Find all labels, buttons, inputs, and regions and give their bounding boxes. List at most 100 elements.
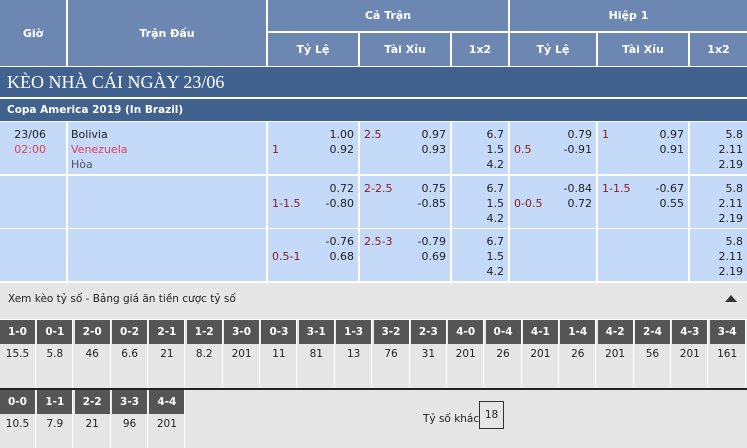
header-h1-ty-le: Tỷ Lệ	[510, 33, 598, 66]
triangle-up-icon[interactable]	[725, 295, 737, 302]
odds-value[interactable]: -0.67	[655, 182, 684, 195]
score-cell[interactable]: 2-1 21	[149, 320, 186, 388]
1x2-odds[interactable]: 5.8	[725, 182, 744, 195]
1x2-odds[interactable]: 2.11	[718, 143, 744, 156]
odds-value[interactable]: -0.76	[325, 235, 354, 248]
away-team[interactable]: Venezuela	[71, 143, 128, 156]
1x2-odds[interactable]: 2.11	[718, 197, 744, 210]
odds-value[interactable]: 0.72	[329, 182, 355, 195]
score-cell[interactable]: 0-2 6.6	[112, 320, 149, 388]
1x2-odds[interactable]: 2.11	[718, 250, 744, 263]
1x2-odds[interactable]: 1.5	[486, 143, 505, 156]
header-tran-dau: Trận Đấu	[68, 0, 268, 66]
score-cell[interactable]: 4-1 201	[522, 320, 559, 388]
score-cell[interactable]: 3-1 81	[298, 320, 335, 388]
header-ty-le: Tỷ Lệ	[268, 33, 360, 66]
other-score-value: 18	[479, 401, 504, 429]
correct-score-toggle[interactable]: Xem kèo tỷ số - Bảng giá ăn tiền cược tỷ…	[0, 283, 747, 319]
score-odds: 10.5	[5, 418, 30, 430]
odds-value[interactable]: 0.91	[659, 143, 685, 156]
score-cell[interactable]: 3-4 161	[709, 320, 746, 388]
draw-score-cell[interactable]: 4-4 201	[149, 390, 186, 448]
score-label: 3-0	[224, 320, 260, 344]
odds-value[interactable]: -0.79	[417, 235, 446, 248]
odds-value[interactable]: 0.75	[421, 182, 447, 195]
score-cell[interactable]: 4-2 201	[597, 320, 634, 388]
league-name[interactable]: Copa America 2019 (In Brazil)	[0, 99, 747, 121]
score-odds: 201	[605, 348, 626, 360]
1x2-odds[interactable]: 1.5	[486, 197, 505, 210]
odds-value[interactable]: 0.72	[567, 197, 593, 210]
score-odds: 11	[272, 348, 286, 360]
odds-value[interactable]: -0.85	[417, 197, 446, 210]
score-cell[interactable]: 1-3 13	[336, 320, 373, 388]
1x2-odds[interactable]: 4.2	[486, 158, 505, 171]
score-odds: 46	[85, 348, 99, 360]
odds-value[interactable]: 0.69	[421, 250, 447, 263]
1x2-odds[interactable]: 4.2	[486, 265, 505, 278]
score-odds: 31	[421, 348, 436, 360]
odds-value[interactable]: -0.91	[563, 143, 592, 156]
score-cell[interactable]: 4-3 201	[672, 320, 709, 388]
score-cell[interactable]: 0-1 5.8	[37, 320, 74, 388]
score-odds: 15.5	[5, 348, 30, 360]
score-cell[interactable]: 2-3 31	[410, 320, 447, 388]
draw-score-cell[interactable]: 0-0 10.5	[0, 390, 36, 448]
odds-row: 0.5-1 -0.76 0.68 2.5-3 -0.79 0.69 6.7 1.5 4.2 5.8…	[0, 229, 747, 281]
odds-value[interactable]: -0.84	[563, 182, 592, 195]
score-cell[interactable]: 3-2 76	[373, 320, 410, 388]
score-cell[interactable]: 4-0 201	[448, 320, 485, 388]
score-cell[interactable]: 2-0 46	[74, 320, 111, 388]
odds-value[interactable]: 0.79	[567, 128, 593, 141]
1x2-odds[interactable]: 2.19	[718, 265, 744, 278]
home-team[interactable]: Bolivia	[71, 128, 108, 141]
draw-score-cell[interactable]: 1-1 7.9	[37, 390, 74, 448]
1x2-odds[interactable]: 2.19	[718, 158, 744, 171]
score-cell[interactable]: 3-0 201	[224, 320, 261, 388]
score-label: 1-4	[560, 320, 596, 344]
score-label: 4-1	[522, 320, 558, 344]
odds-value[interactable]: -0.80	[325, 197, 354, 210]
score-label: 2-4	[634, 320, 670, 344]
1x2-odds[interactable]: 5.8	[725, 235, 744, 248]
score-odds: 21	[85, 418, 99, 430]
score-odds: 21	[160, 348, 174, 360]
score-label: 1-1	[37, 390, 73, 414]
score-cell[interactable]: 1-4 26	[560, 320, 597, 388]
odds-value[interactable]: 0.93	[421, 143, 447, 156]
odds-value[interactable]: 0.97	[421, 128, 447, 141]
score-label: 4-4	[149, 390, 185, 414]
1x2-odds[interactable]: 2.19	[718, 212, 744, 225]
draw-score-cell[interactable]: 2-2 21	[74, 390, 111, 448]
score-cell[interactable]: 0-3 11	[261, 320, 298, 388]
score-cell[interactable]: 1-2 8.2	[186, 320, 223, 388]
odds-value[interactable]: 0.92	[329, 143, 355, 156]
odds-value[interactable]: 0.97	[659, 128, 685, 141]
header-hiep1: Hiệp 1	[510, 0, 747, 33]
1x2-odds[interactable]: 6.7	[486, 128, 505, 141]
score-odds: 13	[346, 348, 361, 360]
score-label: 4-0	[448, 320, 484, 344]
odds-value[interactable]: 0.55	[659, 197, 685, 210]
odds-value[interactable]: 0.68	[329, 250, 355, 263]
score-odds: 7.9	[46, 418, 64, 430]
score-cell[interactable]: 0-4 26	[485, 320, 522, 388]
line-value: 1-1.5	[602, 182, 631, 195]
1x2-odds[interactable]: 6.7	[486, 235, 505, 248]
score-odds: 56	[645, 348, 660, 360]
correct-score-label: Xem kèo tỷ số - Bảng giá ăn tiền cược tỷ…	[8, 293, 236, 305]
score-label: 3-1	[298, 320, 334, 344]
score-cell[interactable]: 2-4 56	[634, 320, 671, 388]
line-value: 0-0.5	[514, 197, 543, 210]
score-odds: 161	[717, 348, 738, 360]
1x2-odds[interactable]: 4.2	[486, 212, 505, 225]
1x2-odds[interactable]: 5.8	[725, 128, 744, 141]
score-odds: 5.8	[46, 348, 64, 360]
draw-score-cell[interactable]: 3-3 96	[112, 390, 149, 448]
1x2-odds[interactable]: 6.7	[486, 182, 505, 195]
1x2-odds[interactable]: 1.5	[486, 250, 505, 263]
odds-value[interactable]: 1.00	[329, 128, 355, 141]
score-cell[interactable]: 1-0 15.5	[0, 320, 36, 388]
line-value: 2.5	[364, 128, 382, 141]
score-label: 3-4	[709, 320, 745, 344]
